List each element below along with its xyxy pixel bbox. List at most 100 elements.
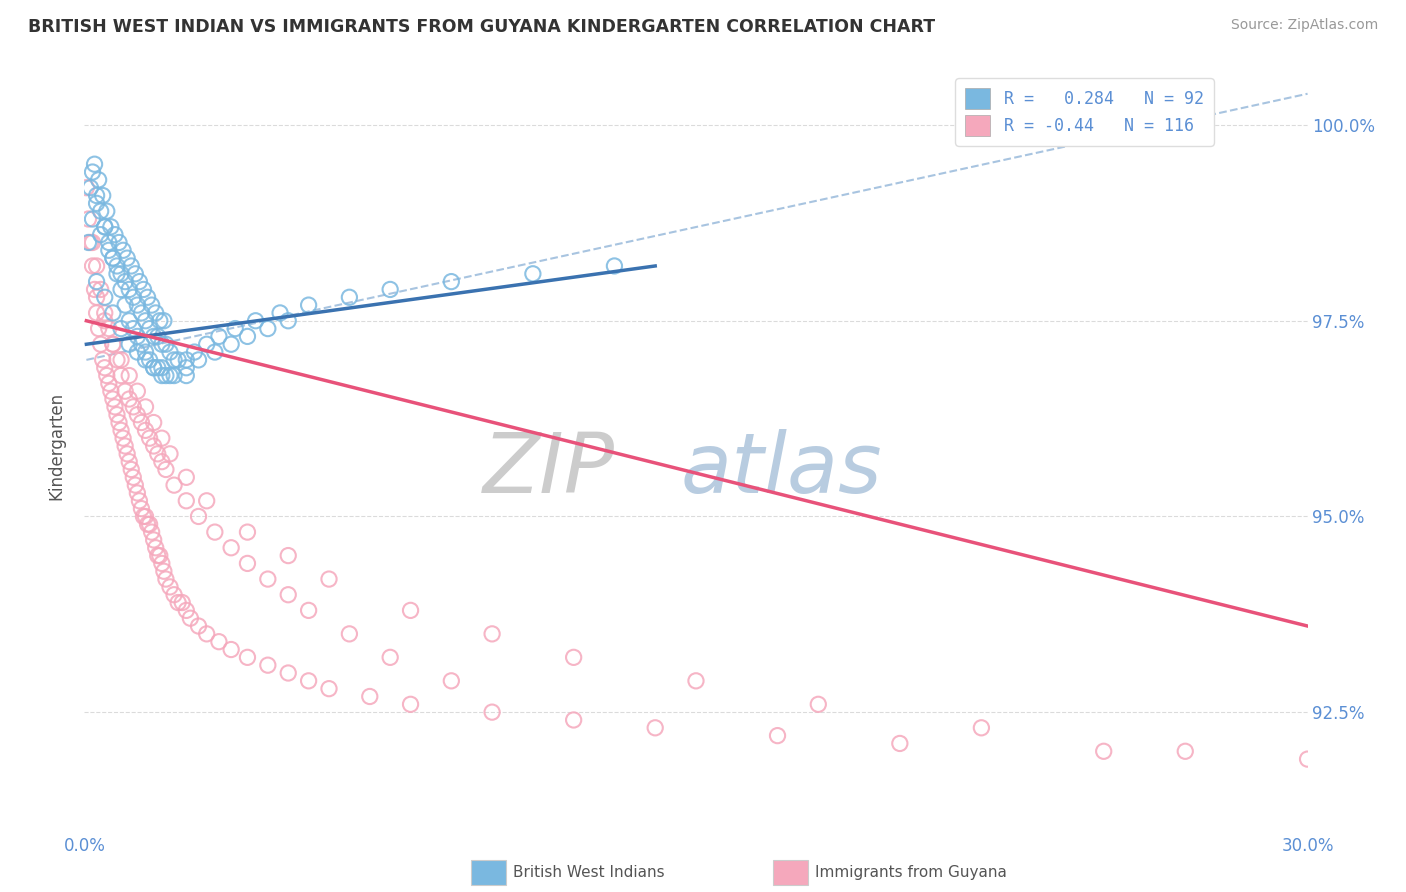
Point [298, 673, 321, 688]
Point [91, 188, 114, 202]
Point [1174, 744, 1197, 758]
Point [146, 329, 169, 343]
Point [90, 227, 112, 242]
Point [132, 282, 155, 296]
Point [187, 352, 209, 367]
Point [153, 314, 176, 328]
Point [105, 267, 128, 281]
Point [79, 235, 101, 250]
Point [135, 400, 157, 414]
Point [105, 408, 128, 422]
Point [195, 337, 218, 351]
Point [93, 360, 115, 375]
Point [75, 180, 97, 194]
Point [122, 321, 145, 335]
Point [93, 219, 115, 234]
Point [195, 627, 218, 641]
Point [82, 165, 104, 179]
Point [167, 596, 190, 610]
Point [298, 603, 321, 617]
Point [122, 470, 145, 484]
Point [359, 690, 381, 704]
Point [142, 360, 165, 375]
Point [277, 549, 299, 563]
Point [245, 314, 267, 328]
Point [105, 352, 128, 367]
Point [101, 337, 124, 351]
Point [118, 392, 141, 406]
Point [380, 282, 402, 296]
Point [440, 275, 463, 289]
Point [110, 267, 132, 281]
Point [101, 251, 124, 265]
Point [124, 478, 146, 492]
Point [146, 549, 169, 563]
Point [172, 596, 194, 610]
Point [93, 219, 115, 234]
Point [204, 525, 226, 540]
Point [135, 423, 157, 437]
Point [110, 282, 132, 296]
Point [105, 259, 128, 273]
Point [79, 180, 101, 194]
Point [90, 282, 112, 296]
Point [224, 321, 246, 335]
Point [163, 478, 186, 492]
Point [766, 729, 789, 743]
Point [236, 525, 259, 540]
Point [114, 298, 136, 312]
Point [77, 212, 100, 227]
Point [108, 416, 131, 430]
Point [86, 188, 108, 202]
Text: BRITISH WEST INDIAN VS IMMIGRANTS FROM GUYANA KINDERGARTEN CORRELATION CHART: BRITISH WEST INDIAN VS IMMIGRANTS FROM G… [28, 18, 935, 36]
Point [90, 204, 112, 219]
Point [110, 368, 132, 383]
Point [114, 439, 136, 453]
Point [277, 665, 299, 680]
Point [97, 321, 120, 335]
Point [91, 352, 114, 367]
Point [141, 525, 163, 540]
Point [150, 431, 173, 445]
Point [97, 376, 120, 391]
Point [174, 493, 197, 508]
Point [150, 337, 173, 351]
Point [135, 352, 157, 367]
Point [174, 603, 197, 617]
Point [159, 345, 181, 359]
Point [132, 509, 155, 524]
Point [257, 658, 280, 673]
Point [101, 251, 124, 265]
Point [150, 368, 173, 383]
Point [145, 306, 167, 320]
Point [183, 345, 205, 359]
Point [138, 431, 160, 445]
Point [399, 603, 422, 617]
Point [195, 493, 218, 508]
Point [440, 673, 463, 688]
Point [219, 642, 242, 657]
Point [135, 509, 157, 524]
Point [124, 267, 146, 281]
Point [100, 384, 122, 399]
Point [522, 267, 544, 281]
Point [277, 314, 299, 328]
Point [153, 564, 176, 578]
Point [219, 337, 242, 351]
Point [150, 360, 173, 375]
Point [889, 736, 911, 750]
Point [122, 290, 145, 304]
Point [82, 235, 104, 250]
Point [127, 408, 149, 422]
Point [236, 557, 259, 571]
Point [127, 486, 149, 500]
Point [110, 423, 132, 437]
Point [93, 306, 115, 320]
Point [77, 235, 100, 250]
Point [204, 345, 226, 359]
Point [86, 275, 108, 289]
Point [114, 275, 136, 289]
Point [187, 509, 209, 524]
Point [167, 352, 190, 367]
Point [131, 501, 153, 516]
